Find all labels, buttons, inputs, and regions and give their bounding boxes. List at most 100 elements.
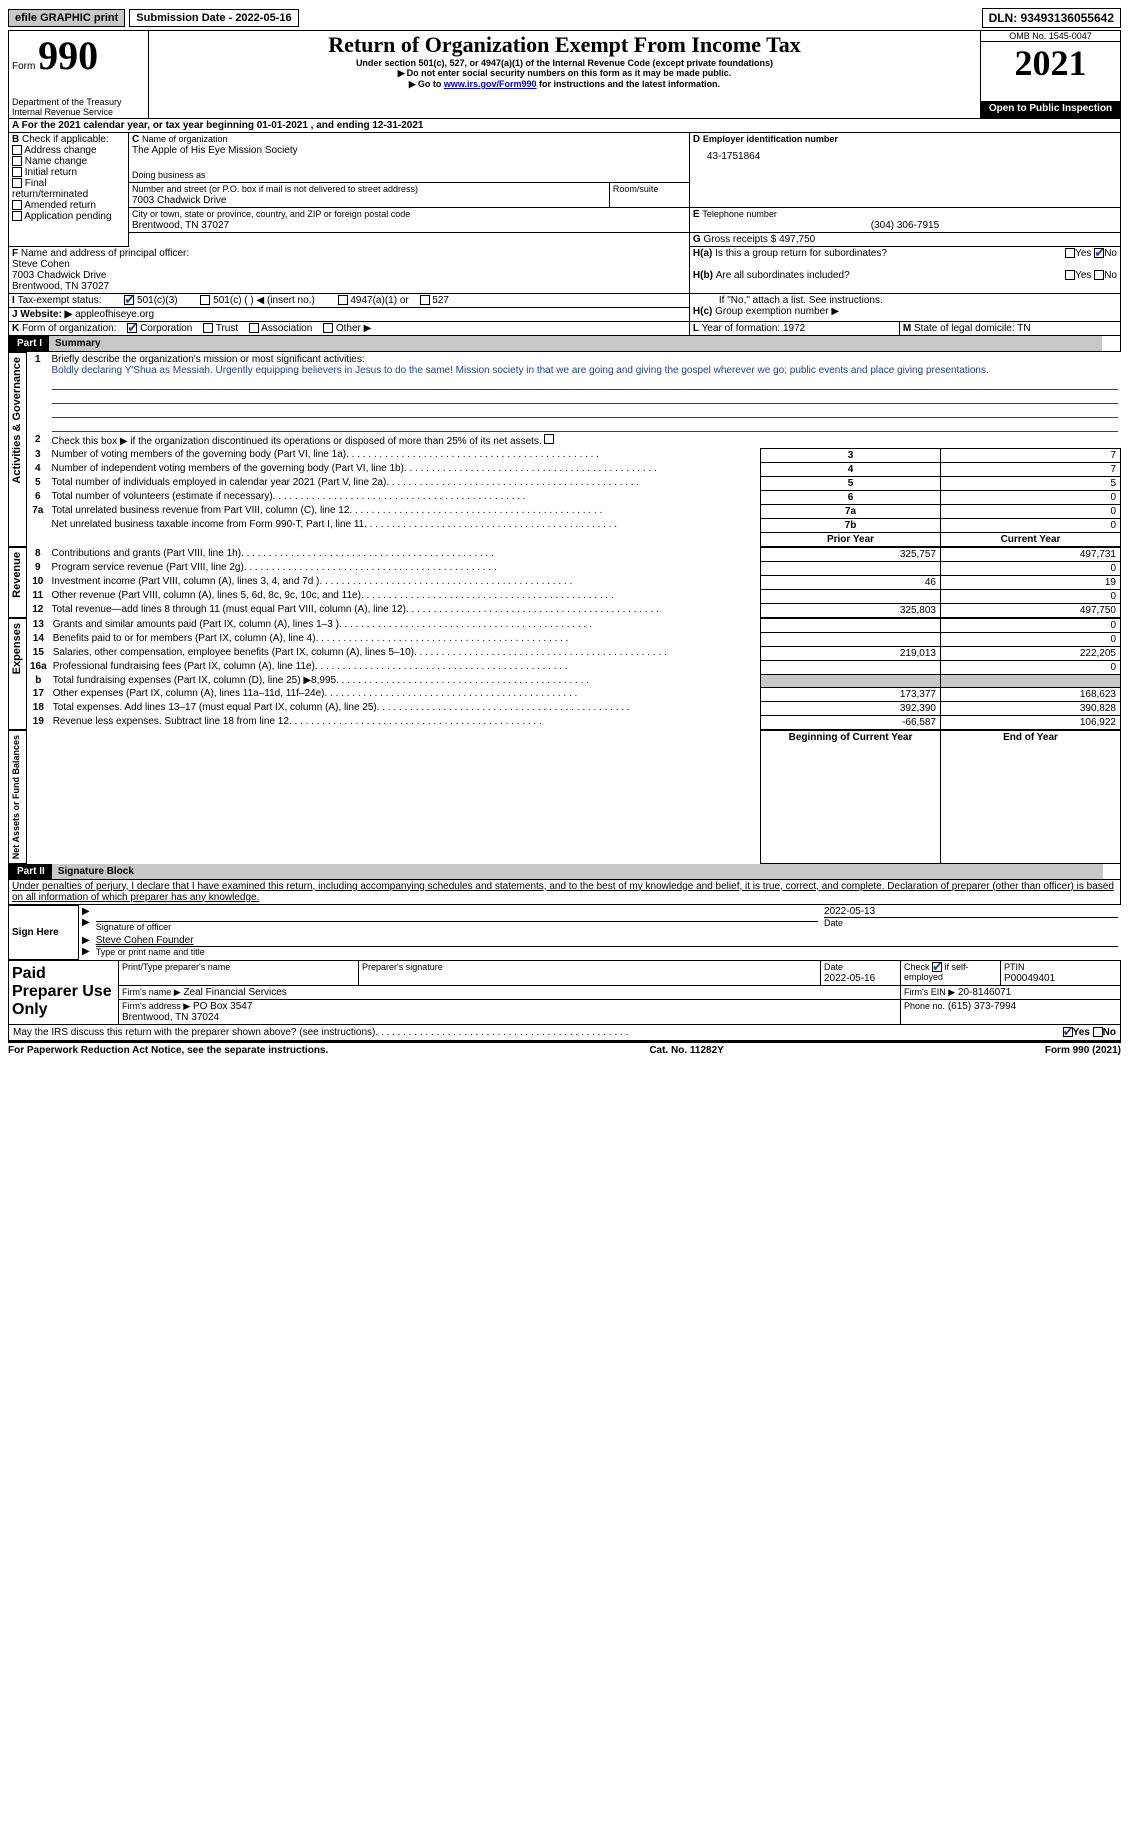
form-title: Return of Organization Exempt From Incom… [152,32,977,58]
omb: OMB No. 1545-0047 [981,31,1120,42]
subtitle-3b: for instructions and the latest informat… [537,79,721,89]
pd: 2022-05-16 [824,973,875,984]
k-label: Form of organization: [22,323,117,334]
declaration: Under penalties of perjury, I declare th… [8,880,1121,905]
cat: Cat. No. 11282Y [649,1045,723,1056]
i-2: 4947(a)(1) or [350,295,408,306]
a-text-b: , and ending [311,120,373,131]
b-1: Name change [25,156,87,167]
firm-phone: (615) 373-7994 [948,1001,1016,1012]
officer-city: Brentwood, TN 37027 [12,281,109,292]
subtitle-2: Do not enter social security numbers on … [407,68,732,78]
fe-lbl: Firm's EIN ▶ [904,987,955,997]
ps-lbl: Preparer's signature [362,962,443,972]
dno: No [1103,1027,1116,1038]
a-text-a: For the 2021 calendar year, or tax year … [22,120,257,131]
prior-year-hdr: Prior Year [761,532,941,546]
part2-tab: Part II [9,864,53,879]
yes-2: Yes [1075,270,1091,281]
year-formation: 1972 [783,323,805,334]
open-inspection: Open to Public Inspection [981,102,1121,119]
discuss-no-checkbox[interactable] [1093,1027,1103,1037]
revenue-table: Revenue8Contributions and grants (Part V… [8,547,1121,618]
initial-return-checkbox[interactable] [12,167,22,177]
i-0: 501(c)(3) [137,295,178,306]
b-3: Final return/terminated [12,178,88,200]
assoc-checkbox[interactable] [249,323,259,333]
submission-date: Submission Date - 2022-05-16 [129,9,298,27]
mission: Boldly declaring Y'Shua as Messiah. Urge… [52,365,989,376]
final-return-checkbox[interactable] [12,178,22,188]
irs-link[interactable]: www.irs.gov/Form990 [444,79,537,89]
501c-checkbox[interactable] [200,295,210,305]
paid-prep-label: Paid Preparer Use Only [9,960,119,1024]
app-pending-checkbox[interactable] [12,211,22,221]
q2: Check this box ▶ if the organization dis… [52,436,542,447]
501c3-checkbox[interactable] [124,295,134,305]
hc: Group exemption number ▶ [715,306,839,317]
i-3: 527 [432,295,449,306]
ptin: P00049401 [1004,973,1055,984]
ein: 43-1751864 [693,145,1117,162]
trust-checkbox[interactable] [203,323,213,333]
officer-printed: Steve Cohen Founder [96,935,1118,947]
state: TN [1017,323,1030,334]
city: Brentwood, TN 37027 [132,220,229,231]
dba-label: Doing business as [132,170,206,180]
vlabel-rev: Revenue [9,548,25,602]
b-label: Check if applicable: [22,134,109,145]
k-0: Corporation [140,323,192,334]
chk-lbl: Check if self-employed [904,962,969,983]
527-checkbox[interactable] [420,295,430,305]
c-name-label: Name of organization [142,134,228,144]
addr-change-checkbox[interactable] [12,145,22,155]
e-label: Telephone number [702,209,777,219]
ptin-lbl: PTIN [1004,962,1025,972]
subtitle-3a: Go to [418,79,444,89]
amended-checkbox[interactable] [12,200,22,210]
addr-label: Number and street (or P.O. box if mail i… [132,184,418,194]
k-3: Other ▶ [336,323,371,334]
yes-1: Yes [1075,248,1091,259]
city-label: City or town, state or province, country… [132,209,410,219]
ha-yes-checkbox[interactable] [1065,248,1075,258]
pra: For Paperwork Reduction Act Notice, see … [8,1045,328,1056]
discuss-q: May the IRS discuss this return with the… [13,1027,375,1038]
discontinued-checkbox[interactable] [544,434,554,444]
vlabel-ag: Activities & Governance [9,353,25,488]
no-1: No [1104,248,1117,259]
form-number: 990 [38,33,98,78]
k-1: Trust [216,323,238,334]
j-label: Website: ▶ [20,309,72,320]
name-change-checkbox[interactable] [12,156,22,166]
eoy-hdr: End of Year [941,730,1121,863]
corp-checkbox[interactable] [127,323,137,333]
phone: (304) 306-7915 [693,220,1117,231]
dln: DLN: 93493136055642 [982,8,1121,28]
no-2: No [1104,270,1117,281]
current-year-hdr: Current Year [941,532,1121,546]
gross-receipts: 497,750 [779,234,815,245]
hb-no-checkbox[interactable] [1094,270,1104,280]
pn-lbl: Print/Type preparer's name [122,962,230,972]
firm-ein: 20-8146071 [958,987,1011,998]
efile-print-button[interactable]: efile GRAPHIC print [8,9,125,27]
i-1: 501(c) ( ) ◀ (insert no.) [213,295,315,306]
hb-note: If "No," attach a list. See instructions… [693,295,1117,306]
self-emp-checkbox[interactable] [932,962,942,972]
officer-name: Steve Cohen [12,259,70,270]
q1: Briefly describe the organization's miss… [52,354,365,365]
sig-label: Signature of officer [96,922,171,932]
m-label: State of legal domicile: [914,323,1015,334]
hb-yes-checkbox[interactable] [1065,270,1075,280]
discuss-yes-checkbox[interactable] [1063,1027,1073,1037]
other-checkbox[interactable] [323,323,333,333]
netassets-table: Net Assets or Fund Balances Beginning of… [8,730,1121,864]
form-label: Form [12,61,35,72]
tax-year: 2021 [981,42,1120,84]
ha-no-checkbox[interactable] [1094,248,1104,258]
4947-checkbox[interactable] [338,295,348,305]
officer-addr: 7003 Chadwick Drive [12,270,107,281]
dept: Department of the Treasury Internal Reve… [12,97,145,117]
firm-name: Zeal Financial Services [183,987,286,998]
